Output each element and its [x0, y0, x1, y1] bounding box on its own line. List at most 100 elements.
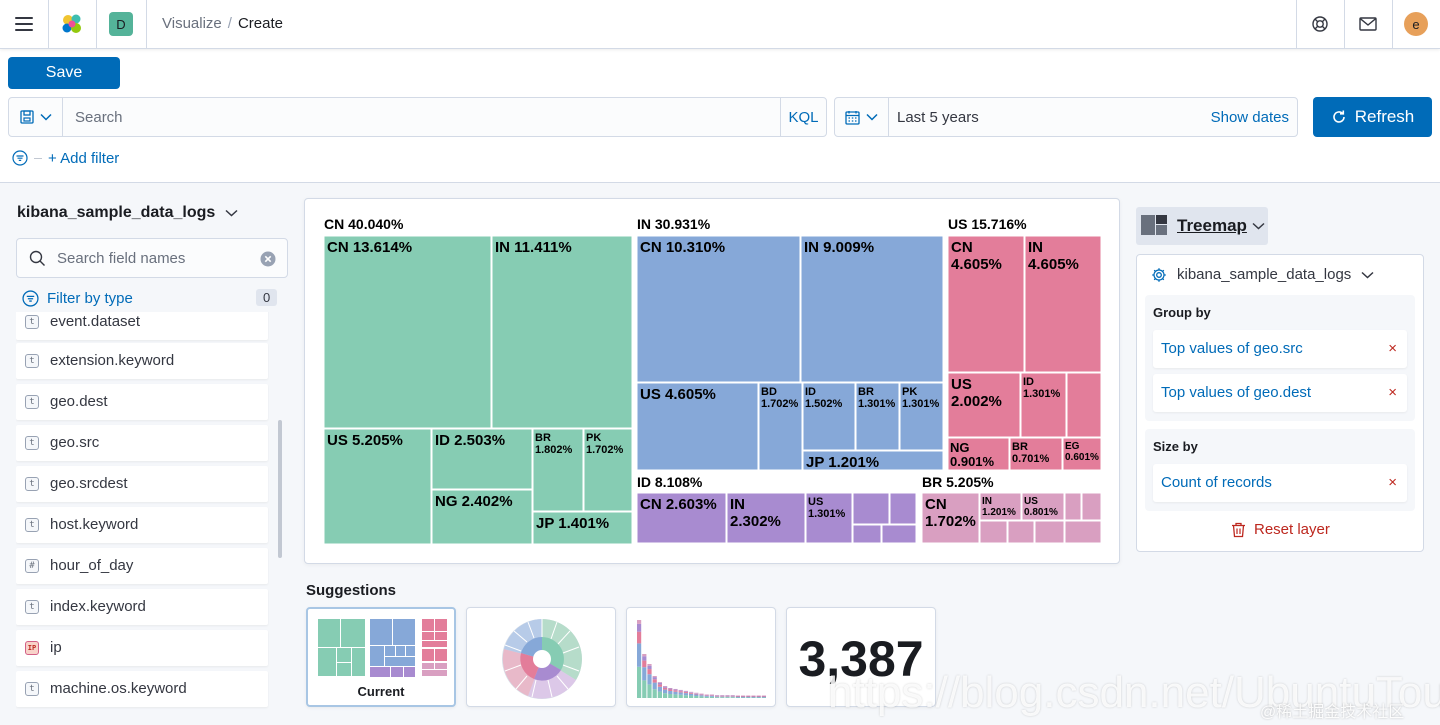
visualization-type-switcher[interactable]: Treemap: [1136, 207, 1268, 245]
clear-icon[interactable]: [260, 251, 276, 267]
bar-thumbnail-segment: [709, 694, 714, 696]
suggestion-current[interactable]: Current: [306, 607, 456, 707]
bar-thumbnail-segment: [678, 689, 683, 691]
bar-thumbnail-segment: [751, 696, 756, 697]
string-type-icon: t: [25, 395, 39, 409]
treemap-cell: [1064, 492, 1082, 521]
bar-thumbnail-segment: [647, 664, 652, 666]
help-icon[interactable]: [1308, 12, 1332, 36]
breadcrumb-separator: /: [227, 15, 232, 32]
treemap-cell: [323, 428, 432, 545]
search-input[interactable]: Search: [75, 109, 123, 126]
kibana-logo-icon[interactable]: [60, 12, 84, 36]
bar-thumbnail-segment: [663, 686, 668, 687]
treemap-cell: [491, 235, 633, 429]
index-pattern-switcher[interactable]: kibana_sample_data_logs: [17, 204, 238, 222]
filter-by-type-button[interactable]: Filter by type 0: [22, 289, 280, 307]
bar-thumbnail-segment: [657, 682, 662, 685]
field-item[interactable]: t geo.dest: [16, 384, 268, 420]
bar-thumbnail-segment: [657, 686, 662, 692]
chevron-down-icon: [225, 209, 238, 217]
bar-thumbnail-segment: [730, 696, 735, 697]
bar-thumbnail-segment: [652, 677, 657, 680]
show-dates-link[interactable]: Show dates: [1210, 109, 1289, 126]
space-avatar[interactable]: D: [109, 12, 133, 36]
treemap-cell-label: US 5.205%: [327, 432, 403, 449]
field-item[interactable]: t geo.src: [16, 425, 268, 461]
bar-thumbnail-segment: [715, 697, 720, 698]
quick-select-button[interactable]: [835, 98, 889, 136]
string-type-icon: t: [25, 682, 39, 696]
suggestion-current-label: Current: [357, 684, 405, 699]
bar-thumbnail-segment: [720, 695, 725, 696]
filter-menu-icon[interactable]: [12, 150, 28, 166]
field-item[interactable]: t event.dataset: [16, 312, 268, 340]
suggestion-metric[interactable]: 3,387: [786, 607, 936, 707]
menu-icon[interactable]: [12, 12, 36, 36]
bar-thumbnail-segment: [699, 696, 704, 698]
bar-thumbnail-segment: [756, 697, 761, 698]
treemap-cell: [881, 524, 917, 544]
dimension-label: Top values of geo.dest: [1161, 384, 1312, 401]
bar-thumbnail-segment: [652, 682, 657, 690]
user-avatar[interactable]: e: [1404, 12, 1428, 36]
field-name: event.dataset: [50, 313, 141, 330]
add-filter-button[interactable]: + Add filter: [48, 149, 120, 167]
group-by-dimension[interactable]: Top values of geo.src ×: [1153, 330, 1407, 368]
suggestion-bar[interactable]: [626, 607, 776, 707]
field-item[interactable]: t index.keyword: [16, 589, 268, 625]
field-item[interactable]: t extension.keyword: [16, 343, 268, 379]
field-item[interactable]: t host.keyword: [16, 507, 268, 543]
treemap-cell: [1034, 520, 1065, 544]
bar-thumbnail-segment: [735, 696, 740, 697]
field-item[interactable]: # hour_of_day: [16, 548, 268, 584]
date-range-text[interactable]: Last 5 years: [897, 109, 979, 126]
reset-layer-button[interactable]: Reset layer: [1231, 521, 1330, 538]
breadcrumb-visualize[interactable]: Visualize: [162, 15, 222, 32]
kql-toggle[interactable]: KQL: [780, 98, 826, 136]
breadcrumb-create: Create: [237, 15, 283, 32]
treemap-cell-value: 1.301%: [858, 398, 896, 410]
remove-icon[interactable]: ×: [1388, 340, 1397, 357]
string-type-icon: t: [25, 600, 39, 614]
saved-query-button[interactable]: [9, 98, 63, 136]
refresh-button[interactable]: Refresh: [1313, 97, 1432, 137]
header-divider: [146, 0, 147, 48]
trash-icon: [1232, 522, 1245, 537]
reset-layer-label: Reset layer: [1254, 521, 1330, 538]
string-type-icon: t: [25, 518, 39, 532]
field-item[interactable]: t geo.srcdest: [16, 466, 268, 502]
field-name: geo.srcdest: [50, 475, 128, 492]
field-item[interactable]: t machine.os.keyword: [16, 671, 268, 707]
suggestions-title: Suggestions: [306, 582, 397, 599]
mail-icon[interactable]: [1356, 12, 1380, 36]
save-button[interactable]: Save: [8, 57, 120, 89]
bar-thumbnail-segment: [756, 697, 761, 698]
field-item[interactable]: IP ip: [16, 630, 268, 666]
size-by-dimension[interactable]: Count of records ×: [1153, 464, 1407, 502]
bar-thumbnail-segment: [756, 696, 761, 697]
bar-thumbnail-segment: [735, 696, 740, 697]
bar-thumbnail-segment: [683, 693, 688, 696]
bar-thumbnail-segment: [678, 692, 683, 695]
treemap-cell-code: BD: [761, 386, 777, 398]
layer-config-panel: kibana_sample_data_logs Group by Top val…: [1136, 254, 1424, 552]
layer-index-pattern[interactable]: kibana_sample_data_logs: [1151, 266, 1374, 283]
bar-thumbnail-segment: [642, 654, 647, 657]
field-search-input[interactable]: Search field names: [16, 238, 288, 278]
field-list-scrollbar[interactable]: [278, 420, 282, 558]
bar-thumbnail-segment: [735, 697, 740, 698]
group-by-dimension[interactable]: Top values of geo.dest ×: [1153, 374, 1407, 412]
suggestion-donut[interactable]: [466, 607, 616, 707]
watermark-url: https://blog.csdn.net/UbuntuTouch: [828, 668, 1440, 717]
bar-thumbnail-segment: [657, 684, 662, 687]
treemap-cell: [636, 492, 727, 544]
bar-thumbnail-segment: [709, 695, 714, 697]
treemap-cell: [805, 492, 853, 544]
bar-thumbnail-segment: [699, 694, 704, 696]
bar-thumbnail-segment: [694, 696, 699, 698]
treemap-cell: [889, 492, 917, 525]
remove-icon[interactable]: ×: [1388, 384, 1397, 401]
bar-thumbnail-segment: [668, 694, 673, 698]
remove-icon[interactable]: ×: [1388, 474, 1397, 491]
